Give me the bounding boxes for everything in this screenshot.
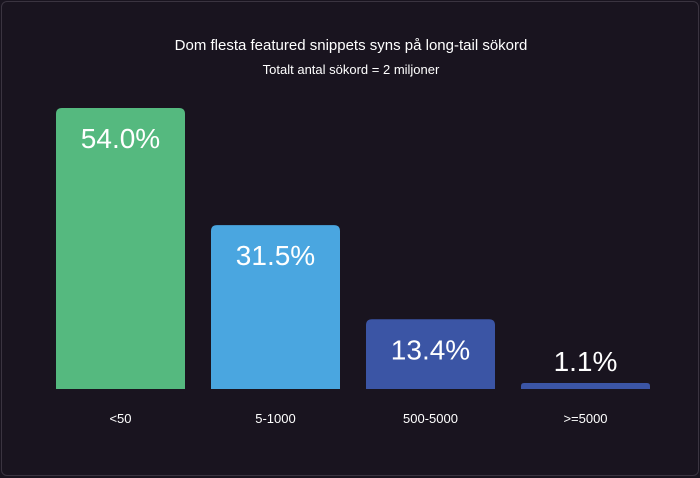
bars-group: 54.0% <50 31.5% 5-1000 13.4% 500-5000 1.1% >=50… bbox=[56, 108, 650, 426]
chart-title: Dom flesta featured snippets syns på lon… bbox=[175, 37, 528, 54]
bar-value-label-3: 1.1% bbox=[554, 346, 618, 377]
bar-value-label-2: 13.4% bbox=[391, 334, 470, 365]
category-label-0: <50 bbox=[109, 411, 131, 426]
bar-value-label-0: 54.0% bbox=[81, 123, 160, 154]
bar-value-label-1: 31.5% bbox=[236, 240, 315, 271]
bar-3 bbox=[521, 383, 650, 389]
bar-0 bbox=[56, 108, 185, 389]
chart-subtitle: Totalt antal sökord = 2 miljoner bbox=[263, 62, 440, 77]
category-label-1: 5-1000 bbox=[255, 411, 295, 426]
bar-1 bbox=[211, 225, 340, 389]
bar-2 bbox=[366, 319, 495, 389]
category-label-2: 500-5000 bbox=[403, 411, 458, 426]
category-label-3: >=5000 bbox=[563, 411, 607, 426]
